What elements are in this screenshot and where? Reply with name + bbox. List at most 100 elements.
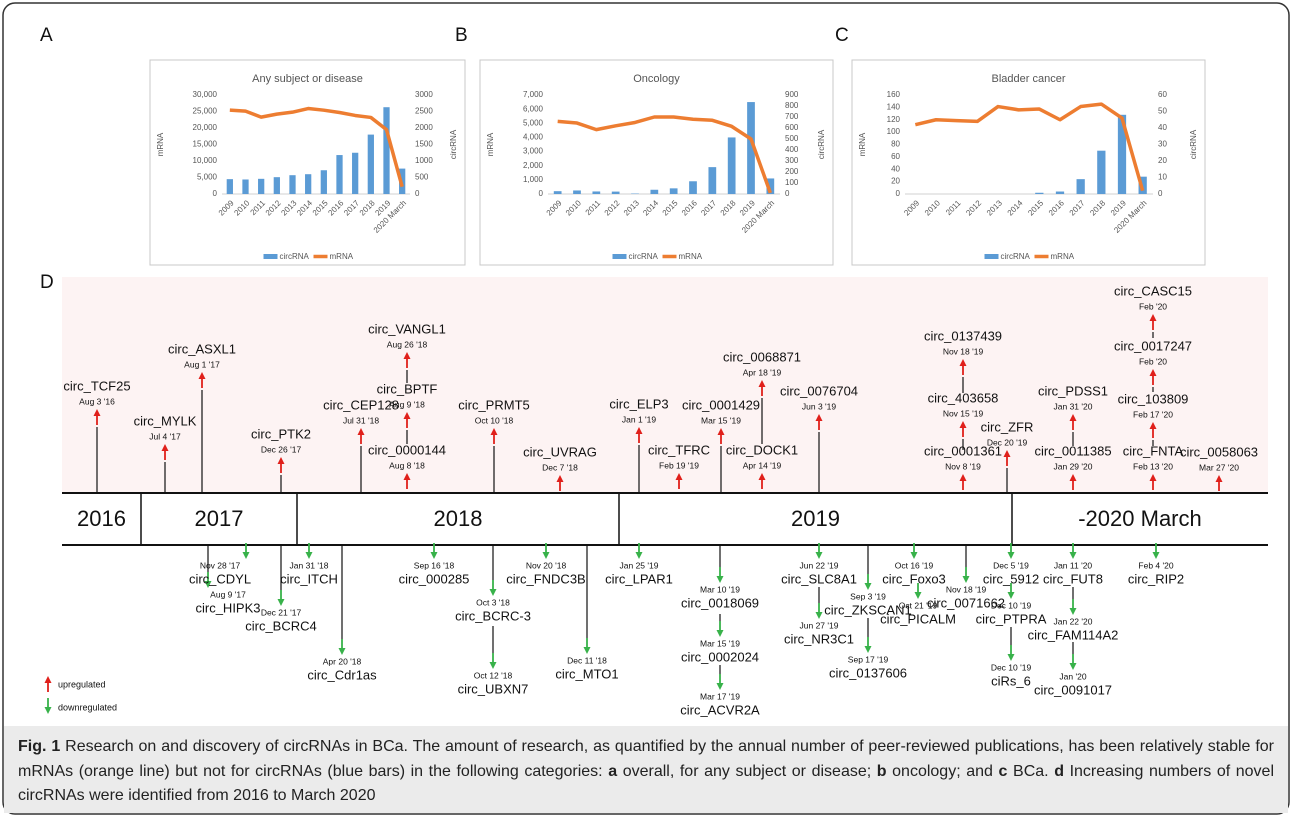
circrna-date: Sep 3 '19 (850, 591, 886, 601)
circrna-name: circ_MTO1 (555, 666, 618, 681)
bar (383, 107, 390, 194)
arrow (277, 457, 285, 464)
circrna-date: Jan 29 '20 (1054, 461, 1093, 471)
circrna-name: circ_000285 (399, 571, 470, 586)
chart-frame (851, 59, 1206, 266)
y2-tick-label: 3000 (415, 90, 433, 99)
arrow (1007, 592, 1015, 599)
y2-tick-label: 2500 (415, 107, 433, 116)
arrow (962, 576, 970, 583)
bar (747, 102, 755, 194)
circrna-date: Feb 19 '19 (659, 460, 699, 470)
circrna-name: circ_ACVR2A (680, 702, 760, 717)
arrow (1069, 663, 1077, 670)
caption-letter: a (608, 762, 618, 780)
timeline-bar (62, 493, 1268, 545)
arrow (1149, 314, 1157, 321)
bar (273, 177, 280, 194)
y-tick-label: 5,000 (523, 118, 544, 127)
legend-label: circRNA (629, 252, 659, 261)
arrow (44, 676, 52, 683)
y2-tick-label: 500 (415, 173, 429, 182)
bar (573, 190, 581, 194)
bar (1097, 150, 1106, 194)
circrna-date: Aug 26 '18 (387, 339, 428, 349)
circrna-name: circ_Cdr1as (307, 667, 377, 682)
arrow (1069, 608, 1077, 615)
arrow (1149, 422, 1157, 429)
caption-letter: d (1054, 762, 1064, 780)
circrna-date: Dec 26 '17 (261, 444, 302, 454)
circrna-name: circ_FAM114A2 (1028, 627, 1119, 642)
circrna-date: Feb 4 '20 (1138, 560, 1173, 570)
y-tick-label: 2,000 (523, 161, 544, 170)
circrna-date: Jun 27 '19 (800, 620, 839, 630)
circrna-date: Oct 3 '18 (476, 597, 510, 607)
circrna-date: Dec 11 '18 (567, 655, 607, 665)
arrow (1149, 369, 1157, 376)
bar (305, 174, 312, 194)
y-axis-label: mRNA (156, 132, 165, 156)
legend-label: mRNA (330, 252, 354, 261)
circrna-date: Jan 25 '19 (620, 560, 659, 570)
arrow (716, 576, 724, 583)
y-tick-label: 20 (891, 177, 900, 186)
arrow (430, 552, 438, 559)
circrna-name: circ_CASC15 (1114, 283, 1192, 298)
panel-label: D (40, 272, 54, 293)
caption-text: Increasing numbers of novel circRNAs wer… (18, 762, 1274, 805)
circrna-name: circ_FUT8 (1043, 571, 1103, 586)
caption-text: BCa. (1013, 762, 1049, 780)
circrna-date: Mar 15 '19 (701, 415, 741, 425)
y2-tick-label: 800 (785, 101, 799, 110)
circrna-date: Aug 8 '18 (389, 460, 425, 470)
arrow (959, 359, 967, 366)
circrna-name: circ_RIP2 (1128, 571, 1184, 586)
circrna-date: Jul 4 '17 (149, 431, 181, 441)
circrna-date: Jun 22 '19 (800, 560, 839, 570)
upregulated-area (62, 277, 1268, 493)
bar (226, 179, 233, 194)
y2-tick-label: 200 (785, 167, 799, 176)
circrna-name: circ_CDYL (189, 571, 251, 586)
arrow (815, 612, 823, 619)
circrna-name: circ_BPTF (377, 381, 438, 396)
circrna-name: circ_NR3C1 (784, 631, 854, 646)
y-axis-label: mRNA (858, 132, 867, 156)
bar (650, 189, 659, 194)
arrow (583, 647, 591, 654)
caption-text: oncology; and (892, 762, 993, 780)
circrna-name: circ_ZKSCAN1 (824, 602, 911, 617)
y-tick-label: 7,000 (523, 90, 544, 99)
circrna-date: Jan 1 '19 (622, 414, 657, 424)
circrna-name: circ_PDSS1 (1038, 383, 1108, 398)
circrna-date: Mar 27 '20 (1199, 462, 1239, 472)
caption-label: Fig. 1 (18, 738, 61, 755)
y-tick-label: 6,000 (523, 104, 544, 113)
y-tick-label: 140 (887, 102, 901, 111)
circrna-date: Oct 10 '18 (475, 415, 514, 425)
circrna-date: Apr 18 '19 (743, 367, 782, 377)
y-tick-label: 10,000 (193, 156, 218, 165)
bar (242, 179, 249, 194)
circrna-name: circ_0001361 (924, 443, 1002, 458)
arrow (716, 630, 724, 637)
arrow (815, 414, 823, 421)
bar (258, 178, 265, 194)
circrna-name: circ_Foxo3 (882, 571, 946, 586)
arrow (403, 412, 411, 419)
bar (611, 191, 620, 194)
era-label: 2019 (791, 506, 840, 531)
arrow (1152, 552, 1160, 559)
circrna-name: circ_CEP128 (323, 397, 399, 412)
bar (367, 134, 374, 194)
y2-tick-label: 600 (785, 123, 799, 132)
circrna-name: circ_PICALM (880, 611, 956, 626)
circrna-name: circ_0137606 (829, 665, 907, 680)
circrna-name: circ_UVRAG (523, 444, 597, 459)
legend-label: upregulated (58, 679, 106, 689)
circrna-date: Mar 10 '19 (700, 584, 740, 594)
y2-axis-label: circRNA (1189, 129, 1198, 159)
y-tick-label: 60 (891, 152, 900, 161)
legend-swatch (263, 254, 278, 259)
